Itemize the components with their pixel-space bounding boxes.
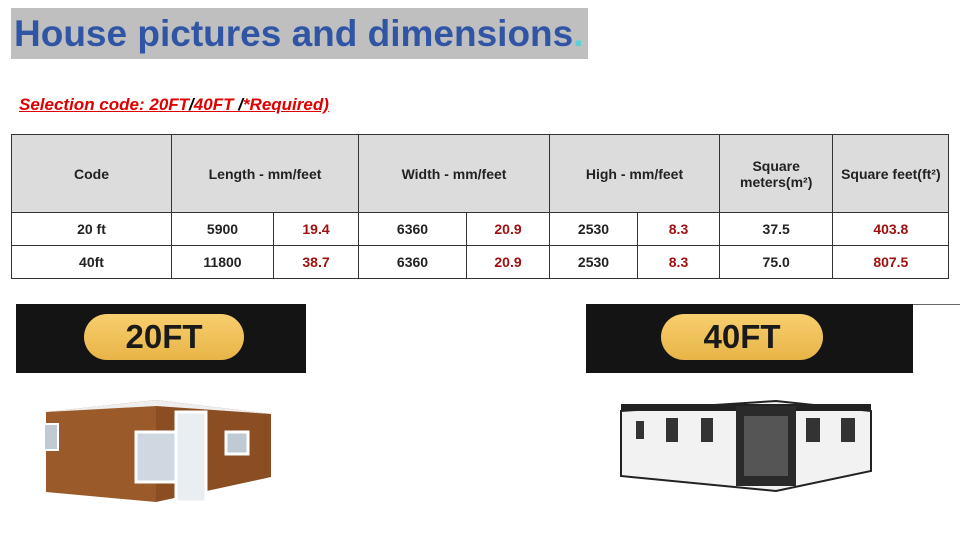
banner-40ft: 40FT xyxy=(586,304,913,373)
cell-high-mm: 2530 xyxy=(549,212,638,246)
cell-length-ft: 38.7 xyxy=(273,245,359,279)
header-row: Code Length - mm/feet Width - mm/feet Hi… xyxy=(11,134,950,213)
cell-width-ft: 20.9 xyxy=(466,212,550,246)
banner-20ft: 20FT xyxy=(16,304,306,373)
table-row: 40ft 11800 38.7 6360 20.9 2530 8.3 75.0 … xyxy=(11,245,950,279)
pill-20ft: 20FT xyxy=(84,314,244,360)
selection-code-40ft: 40FT xyxy=(193,95,239,114)
cell-high-ft: 8.3 xyxy=(637,245,720,279)
cell-length-mm: 11800 xyxy=(171,245,274,279)
title-dot: . xyxy=(573,13,584,54)
cell-square-feet: 807.5 xyxy=(832,245,950,279)
separator: / xyxy=(189,95,194,114)
pill-40ft: 40FT xyxy=(661,314,823,360)
header-code: Code xyxy=(11,134,172,213)
header-square-meters: Square meters(m²) xyxy=(718,134,834,213)
cell-square-meters: 37.5 xyxy=(718,212,834,246)
cell-code: 20 ft xyxy=(11,212,172,246)
cell-high-mm: 2530 xyxy=(549,245,638,279)
header-high: High - mm/feet xyxy=(549,134,720,213)
table-row: 20 ft 5900 19.4 6360 20.9 2530 8.3 37.5 … xyxy=(11,212,950,246)
header-square-feet: Square feet(ft²) xyxy=(832,134,950,213)
cell-code: 40ft xyxy=(11,245,172,279)
divider xyxy=(913,304,960,305)
title-text: House pictures and dimensions xyxy=(14,13,574,54)
selection-prefix: Selection code: 20FT xyxy=(19,95,190,114)
header-width: Width - mm/feet xyxy=(358,134,550,213)
cell-width-mm: 6360 xyxy=(358,245,467,279)
cell-length-mm: 5900 xyxy=(171,212,274,246)
cell-high-ft: 8.3 xyxy=(637,212,720,246)
cell-width-ft: 20.9 xyxy=(466,245,550,279)
selection-required: *Required) xyxy=(242,95,329,114)
cell-square-feet: 403.8 xyxy=(832,212,950,246)
house-20ft-image xyxy=(43,400,271,504)
selection-code: Selection code: 20FT/40FT /*Required) xyxy=(19,95,329,115)
house-40ft-image xyxy=(620,399,872,493)
separator: / xyxy=(238,95,243,114)
dimensions-table: Code Length - mm/feet Width - mm/feet Hi… xyxy=(11,134,950,279)
header-length: Length - mm/feet xyxy=(171,134,359,213)
cell-width-mm: 6360 xyxy=(358,212,467,246)
page-title: House pictures and dimensions. xyxy=(11,8,588,59)
cell-square-meters: 75.0 xyxy=(718,245,834,279)
cell-length-ft: 19.4 xyxy=(273,212,359,246)
